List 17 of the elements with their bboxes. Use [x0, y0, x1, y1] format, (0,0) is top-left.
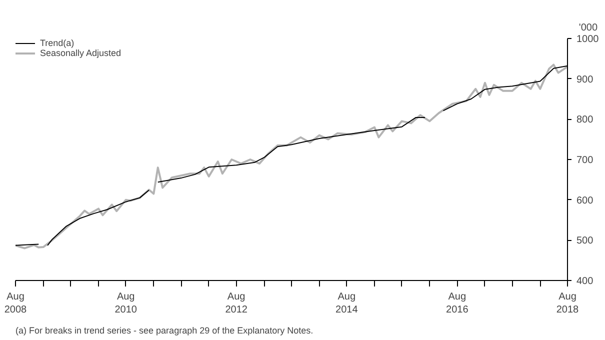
x-tick-label: Aug 2018 — [556, 292, 580, 316]
y-tick-label: 1000 — [576, 34, 600, 45]
y-axis-title: '000 — [578, 22, 598, 34]
x-tick-label: Aug 2008 — [4, 292, 28, 316]
legend-label: Seasonally Adjusted — [40, 48, 122, 58]
y-tick-label: 500 — [576, 236, 594, 247]
x-tick-label: Aug 2012 — [225, 292, 248, 316]
y-tick-label: 600 — [576, 195, 594, 206]
text: (a) For breaks in trend series - see paragraph 29 of the Explanatory Notes. — [16, 326, 314, 336]
y-tick-label: 800 — [576, 114, 594, 126]
x-tick-label: Aug 2010 — [114, 292, 138, 316]
x-tick-label: Aug 2014 — [336, 292, 358, 316]
y-tick-label: 900 — [576, 74, 594, 86]
legend-label: Trend(a) — [40, 38, 74, 48]
y-tick-label: 400 — [576, 276, 594, 287]
y-tick-label: 700 — [576, 155, 594, 166]
x-tick-label: Aug 2016 — [446, 292, 469, 316]
